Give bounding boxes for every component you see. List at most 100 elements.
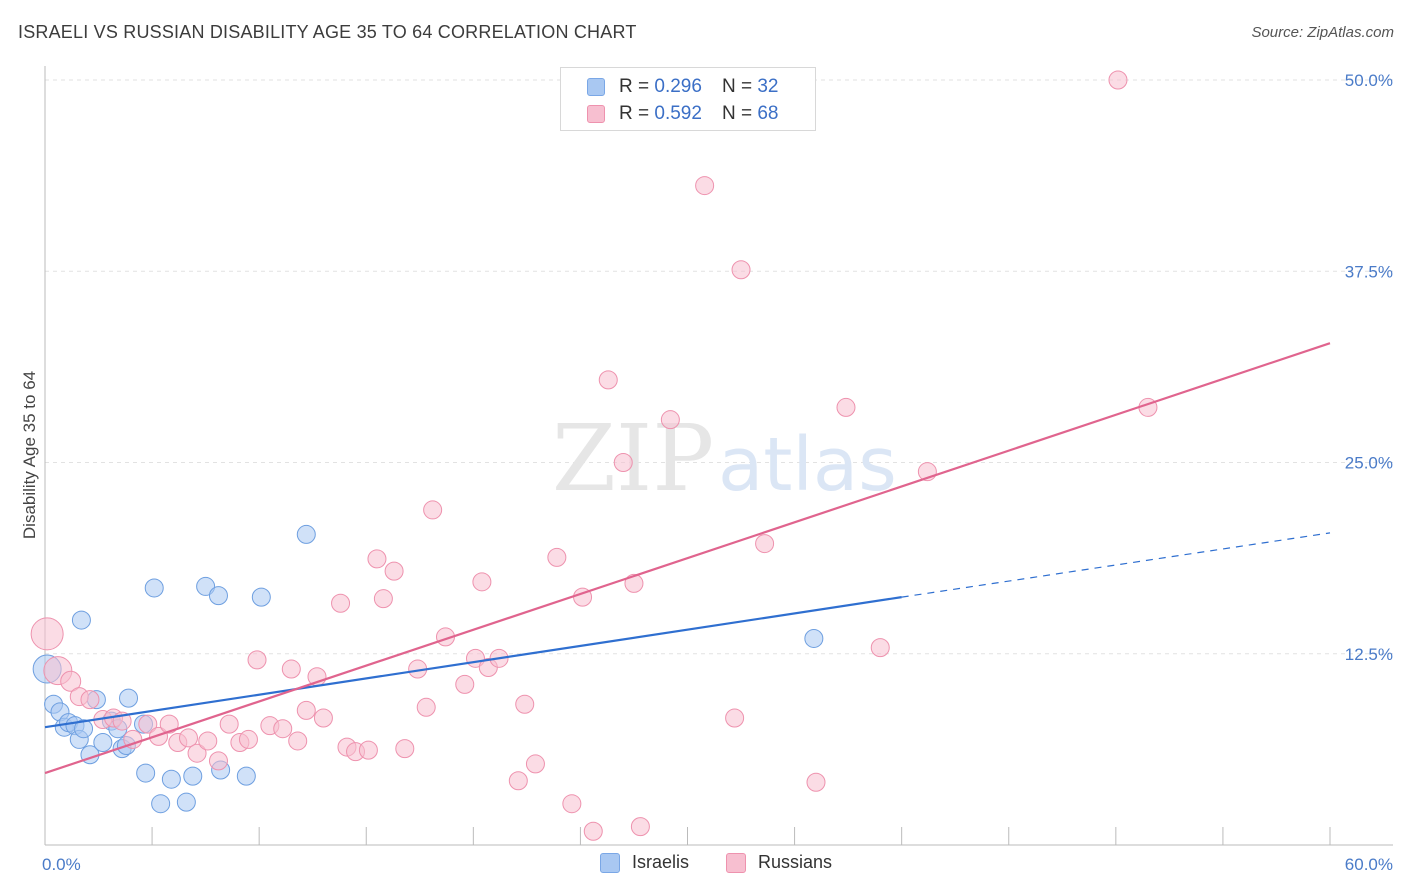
data-point-russians [296,700,316,720]
series-label-israelis: Israelis [632,852,690,872]
source-label: Source: ZipAtlas.com [1251,24,1394,41]
data-point-israelis [161,769,181,789]
data-point-russians [624,573,644,593]
data-point-russians [598,370,618,390]
legend-row-russians: R = 0.592 N = 68 [561,100,778,128]
data-point-russians [755,534,775,554]
watermark: ZIP atlas [552,405,897,512]
trend-line-extension-israelis [901,532,1331,598]
data-point-russians [525,754,545,774]
data-point-russians [288,731,308,751]
legend-r-label: R = [619,103,650,124]
tick-labels: 12.5% 25.0% 37.5% 50.0% 0.0% 60.0% [42,71,1393,874]
watermark-atlas: atlas [718,422,897,508]
data-point-russians [178,728,198,748]
data-point-israelis [296,524,316,544]
chart-title: ISRAELI VS RUSSIAN DISABILITY AGE 35 TO … [18,22,637,42]
data-point-russians [836,397,856,417]
data-point-israelis [71,610,91,630]
data-point-israelis [804,628,824,648]
series-legend-russians[interactable]: Russians [726,852,832,873]
legend-r-label: R = [619,76,650,97]
data-point-russians [331,593,351,613]
data-point-russians [562,794,582,814]
series-label-russians: Russians [758,852,833,872]
data-point-russians [159,714,179,734]
legend-swatch-russians [587,105,605,123]
legend-swatch-israelis [587,78,605,96]
data-point-russians [30,617,64,651]
data-point-russians [373,589,393,609]
data-point-russians [731,260,751,280]
data-point-russians [660,410,680,430]
data-point-russians [725,708,745,728]
y-tick-label: 12.5% [1345,645,1393,664]
data-point-israelis [119,688,139,708]
series-legend-israelis[interactable]: Israelis [600,852,689,873]
correlation-legend: R = 0.296 N = 32 R = 0.592 N = 68 [560,67,816,131]
y-tick-label: 25.0% [1345,454,1393,473]
data-point-israelis [183,766,203,786]
data-point-russians [472,572,492,592]
legend-row-israelis: R = 0.296 N = 32 [561,73,778,101]
axes [44,66,1393,846]
y-tick-label: 37.5% [1345,262,1393,281]
trend-lines [44,342,1331,775]
grid-lines [45,79,1393,655]
data-point-russians [455,674,475,694]
data-point-russians [80,690,100,710]
data-point-russians [870,638,890,658]
data-point-russians [238,729,258,749]
legend-n-label: N = [721,103,753,124]
data-point-russians [508,771,528,791]
data-point-russians [547,547,567,567]
data-point-russians [149,726,169,746]
data-point-russians [630,817,650,837]
x-tick-label: 0.0% [42,855,81,874]
data-point-russians [1108,70,1128,90]
y-axis-label: Disability Age 35 to 64 [20,371,39,539]
data-point-israelis [251,587,271,607]
data-point-russians [806,772,826,792]
legend-r-value: 0.296 [654,76,702,97]
data-point-russians [123,729,143,749]
data-point-russians [384,561,404,581]
data-point-israelis [196,576,216,596]
data-point-russians [367,549,387,569]
x-tick-label: 60.0% [1345,855,1393,874]
data-point-russians [247,650,267,670]
data-point-israelis [74,719,94,739]
data-point-russians [358,740,378,760]
data-point-russians [423,500,443,520]
data-point-russians [416,697,436,717]
data-point-israelis [208,586,228,606]
data-point-russians [138,714,158,734]
watermark-zip: ZIP [552,405,714,512]
data-point-russians [695,176,715,196]
data-point-russians [395,739,415,759]
series-swatch-israelis [600,852,620,873]
legend-n-value: 32 [757,76,779,97]
data-point-russians [515,694,535,714]
data-point-russians [198,731,218,751]
data-point-russians [313,708,333,728]
series-swatch-russians [726,852,746,873]
data-point-israelis [136,763,156,783]
legend-r-value: 0.592 [654,103,702,124]
data-point-russians [273,719,293,739]
data-point-russians [187,743,207,763]
data-point-russians [281,659,301,679]
series-legend: Israelis Russians [0,852,1406,876]
y-tick-label: 50.0% [1345,71,1393,90]
legend-n-label: N = [721,76,753,97]
data-point-israelis [151,794,171,814]
data-point-russians [583,821,603,841]
data-point-israelis [176,792,196,812]
data-point-russians [613,453,633,472]
trend-line-israelis [44,596,902,729]
data-points [30,70,1158,841]
data-point-russians [208,751,228,771]
legend-n-value: 68 [757,103,779,124]
data-point-russians [219,714,239,734]
